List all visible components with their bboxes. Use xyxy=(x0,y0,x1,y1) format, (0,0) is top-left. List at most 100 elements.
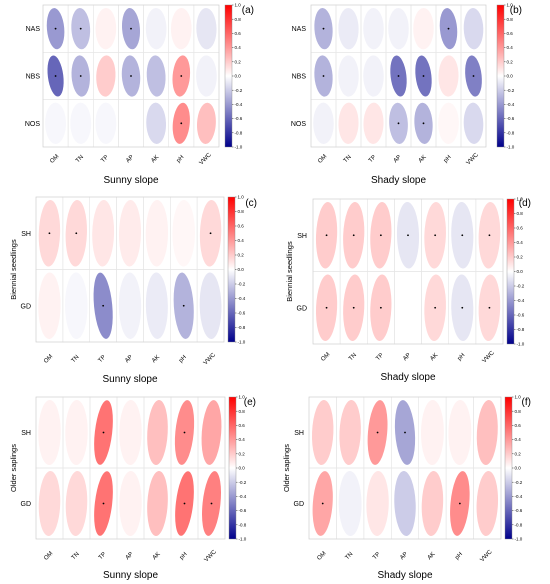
significance-dot xyxy=(352,306,355,309)
significance-dot xyxy=(209,232,212,235)
row-label: GD xyxy=(294,501,305,508)
column-label: VWC xyxy=(199,152,214,167)
column-label: TP xyxy=(98,551,108,561)
column-label: VWC xyxy=(466,152,481,167)
column-label: pH xyxy=(178,354,188,364)
colorbar-tick-label: 0.8 xyxy=(515,409,522,414)
colorbar-tick-label: 0.8 xyxy=(235,17,242,22)
correlation-ellipse xyxy=(38,272,61,339)
significance-dot xyxy=(75,232,78,235)
significance-dot xyxy=(488,306,491,309)
significance-dot xyxy=(130,27,132,30)
column-label: AK xyxy=(151,354,161,364)
correlation-ellipse xyxy=(388,8,409,50)
column-label: VWC xyxy=(480,549,495,564)
significance-dot xyxy=(472,75,475,77)
panel-e: SH GD OM TN TP AP AK pH VWC Sunny slope Older sapl… xyxy=(9,395,256,581)
correlation-ellipse xyxy=(463,8,484,50)
significance-dot xyxy=(130,75,132,77)
colorbar-tick-label: -0.6 xyxy=(517,313,525,318)
x-axis-title: Sunny slope xyxy=(103,570,158,581)
column-label: VWC xyxy=(203,352,218,367)
column-label: pH xyxy=(457,352,467,362)
colorbar-tick-label: 0.2 xyxy=(507,59,514,64)
colorbar-tick-label: 0.4 xyxy=(517,240,524,245)
significance-dot xyxy=(488,234,491,237)
column-label: TN xyxy=(343,154,353,164)
colorbar-tick-label: -0.6 xyxy=(235,116,243,121)
colorbar-tick-label: -0.8 xyxy=(517,327,525,332)
colorbar-tick-label: 0.4 xyxy=(515,437,522,442)
colorbar-tick-label: -0.4 xyxy=(507,102,515,107)
correlation-ellipse xyxy=(146,55,166,97)
significance-dot xyxy=(54,75,57,77)
significance-dot xyxy=(322,75,325,77)
colorbar-tick-label: 0.4 xyxy=(507,45,514,50)
colorbar-tick-label: 0.8 xyxy=(507,17,514,22)
correlation-ellipse xyxy=(118,200,142,267)
correlation-ellipse xyxy=(313,102,334,144)
column-label: OM xyxy=(320,352,331,363)
panel-c: SH GD OM TN TP AP AK pH VWC Sunny slope Biennial s… xyxy=(9,195,257,385)
correlation-ellipse xyxy=(70,102,92,144)
significance-dot xyxy=(183,502,186,505)
colorbar xyxy=(496,4,505,148)
correlation-ellipse xyxy=(338,102,359,144)
correlation-ellipse xyxy=(196,102,216,144)
column-label: pH xyxy=(179,551,189,561)
correlation-ellipse xyxy=(201,400,222,465)
correlation-ellipse xyxy=(394,471,416,536)
significance-dot xyxy=(102,502,105,505)
x-axis-title: Shady slope xyxy=(371,175,426,186)
column-label: TN xyxy=(75,154,85,164)
correlation-ellipse xyxy=(413,8,434,50)
significance-dot xyxy=(461,234,464,237)
colorbar-tick-label: 0.4 xyxy=(235,45,242,50)
panel-a: NAS NBS NOS OM TN TP AP AK pH VWC Sunny slope 1.0 0.… xyxy=(25,3,254,186)
colorbar-tick-label: 0.8 xyxy=(517,211,524,216)
significance-dot xyxy=(422,75,425,77)
row-label: NOS xyxy=(291,121,307,128)
panel-label: (f) xyxy=(522,397,531,408)
panel-frame xyxy=(35,396,226,540)
colorbar xyxy=(224,4,233,148)
significance-dot xyxy=(434,306,437,309)
significance-dot xyxy=(404,431,406,434)
colorbar-tick-label: 0.0 xyxy=(517,269,524,274)
correlation-ellipse xyxy=(311,400,334,465)
significance-dot xyxy=(79,27,82,30)
significance-dot xyxy=(182,304,185,307)
significance-dot xyxy=(180,75,183,77)
column-label: OM xyxy=(43,551,54,562)
panel-frame xyxy=(312,198,504,345)
x-axis-title: Shady slope xyxy=(380,372,435,383)
significance-dot xyxy=(79,75,82,77)
correlation-ellipse xyxy=(396,274,420,341)
column-label: TN xyxy=(348,352,358,362)
colorbar-tick-label: 0.6 xyxy=(239,423,246,428)
significance-dot xyxy=(183,431,186,434)
correlation-ellipse xyxy=(463,102,484,144)
column-label: TN xyxy=(71,354,81,364)
correlation-ellipse xyxy=(338,8,359,50)
correlation-ellipse xyxy=(119,400,142,465)
x-axis-title: Shady slope xyxy=(377,570,432,581)
significance-dot xyxy=(458,502,461,505)
column-label: AP xyxy=(125,154,135,164)
column-label: AK xyxy=(427,551,437,561)
significance-dot xyxy=(325,306,328,309)
correlation-ellipse xyxy=(196,8,217,50)
row-label: SH xyxy=(297,233,307,240)
correlation-ellipse xyxy=(448,400,472,465)
y-axis-title: Older saplings xyxy=(9,444,18,492)
significance-dot xyxy=(325,234,328,237)
correlation-ellipse xyxy=(95,8,117,50)
panel-d: SH GD OM TN TP AP AK pH VWC Shady slope Biennial s… xyxy=(285,197,531,383)
column-label: OM xyxy=(49,154,60,165)
row-label: NAS xyxy=(26,26,41,33)
correlation-ellipse xyxy=(476,471,499,536)
colorbar-tick-label: 0.2 xyxy=(238,253,245,258)
correlation-ellipse xyxy=(38,471,61,536)
correlation-ellipse xyxy=(119,471,142,536)
